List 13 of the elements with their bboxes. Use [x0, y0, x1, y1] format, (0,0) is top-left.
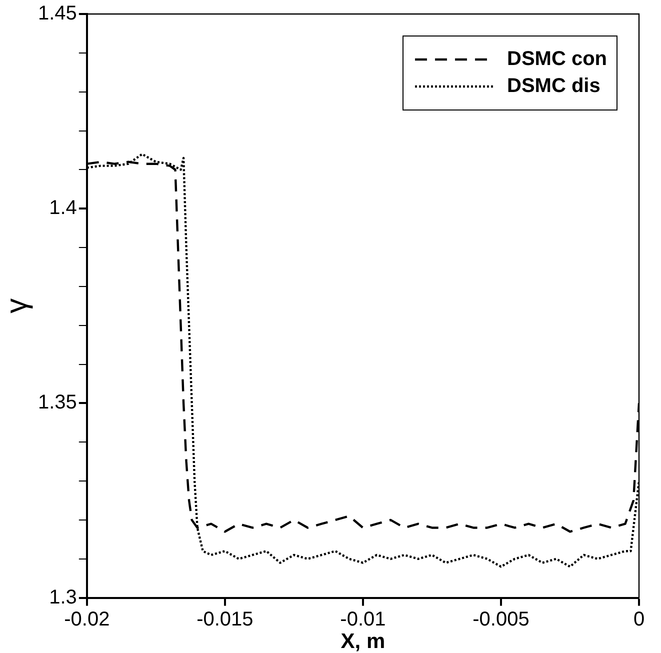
x-tick-label: -0.02 — [64, 608, 110, 630]
x-tick-label: -0.005 — [472, 608, 530, 630]
y-tick-label: 1.45 — [38, 2, 77, 25]
x-axis-title: X, m — [340, 630, 386, 653]
y-tick-label: 1.4 — [49, 197, 77, 220]
x-tick-label: -0.015 — [196, 608, 254, 630]
y-tick-label: 1.3 — [49, 586, 77, 608]
x-tick-label: 0 — [633, 608, 645, 630]
legend-label: DSMC dis — [507, 75, 600, 98]
y-tick-label: 1.35 — [38, 392, 77, 414]
legend-label: DSMC con — [507, 48, 607, 70]
y-axis-title: γ — [0, 298, 34, 314]
x-tick-label: -0.01 — [340, 608, 386, 630]
